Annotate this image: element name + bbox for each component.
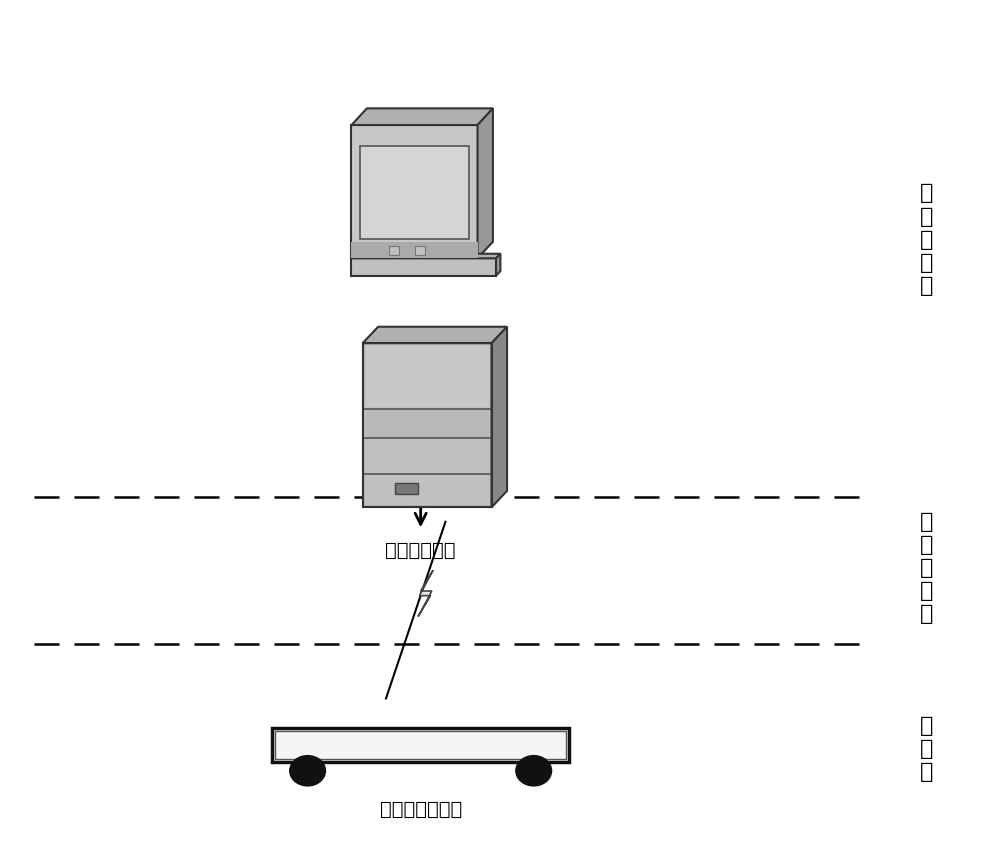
Text: 执
行
层: 执 行 层 xyxy=(920,716,933,782)
Circle shape xyxy=(516,756,552,786)
Polygon shape xyxy=(496,253,500,275)
FancyBboxPatch shape xyxy=(351,258,496,275)
FancyBboxPatch shape xyxy=(351,242,478,258)
FancyBboxPatch shape xyxy=(360,146,469,239)
FancyBboxPatch shape xyxy=(363,343,492,507)
FancyBboxPatch shape xyxy=(272,728,569,762)
Polygon shape xyxy=(418,570,433,616)
FancyBboxPatch shape xyxy=(366,411,489,437)
FancyBboxPatch shape xyxy=(395,483,418,494)
Polygon shape xyxy=(492,326,507,507)
FancyBboxPatch shape xyxy=(366,345,489,407)
Polygon shape xyxy=(363,326,507,343)
FancyBboxPatch shape xyxy=(389,246,399,255)
Text: 服
务
调
度
层: 服 务 调 度 层 xyxy=(920,512,933,625)
Polygon shape xyxy=(351,253,500,258)
Circle shape xyxy=(290,756,325,786)
Polygon shape xyxy=(478,108,493,258)
Text: 调度层服务器: 调度层服务器 xyxy=(385,541,456,560)
Polygon shape xyxy=(351,108,493,125)
FancyBboxPatch shape xyxy=(351,125,478,258)
Text: 人
机
界
面
层: 人 机 界 面 层 xyxy=(920,184,933,297)
Text: 移动机器人小车: 移动机器人小车 xyxy=(380,800,462,819)
Text: 用户操作端: 用户操作端 xyxy=(391,358,450,377)
FancyBboxPatch shape xyxy=(415,246,425,255)
